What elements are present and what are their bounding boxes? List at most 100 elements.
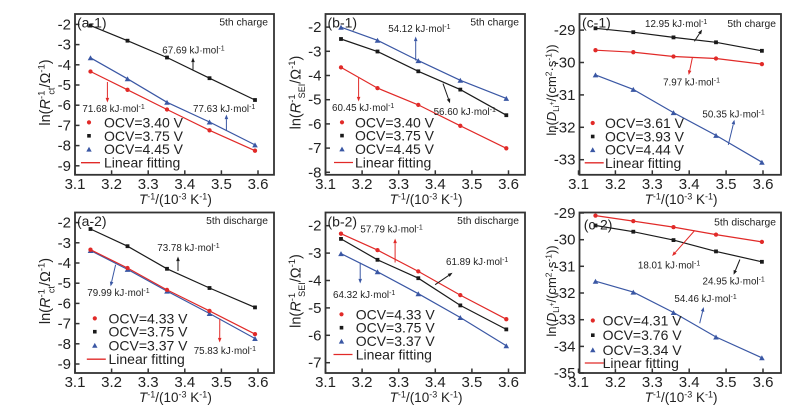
svg-text:T-1/(10-3 K-1): T-1/(10-3 K-1) (645, 192, 718, 208)
svg-text:OCV=4.33 V: OCV=4.33 V (109, 310, 189, 326)
svg-text:3.2: 3.2 (352, 374, 373, 391)
svg-text:3.4: 3.4 (679, 374, 700, 391)
svg-text:-6: -6 (58, 295, 71, 312)
svg-text:3.1: 3.1 (568, 176, 589, 193)
svg-text:-9: -9 (58, 356, 71, 373)
svg-text:3.5: 3.5 (716, 374, 737, 391)
svg-text:-6: -6 (308, 116, 321, 133)
svg-text:(a-1): (a-1) (77, 15, 107, 31)
svg-text:3.4: 3.4 (174, 374, 195, 391)
svg-text:-7: -7 (308, 140, 321, 157)
svg-text:-5: -5 (58, 77, 71, 94)
svg-text:3.3: 3.3 (642, 374, 663, 391)
svg-text:3.3: 3.3 (138, 176, 159, 193)
svg-text:(b-1): (b-1) (328, 15, 358, 31)
svg-text:-3: -3 (58, 37, 71, 54)
svg-text:73.78 kJ·mol-1: 73.78 kJ·mol-1 (157, 243, 219, 254)
svg-text:OCV=3.75 V: OCV=3.75 V (104, 128, 184, 144)
svg-text:-6: -6 (58, 97, 71, 114)
svg-text:ln(R-1SEI/Ω-1): ln(R-1SEI/Ω-1) (287, 56, 307, 130)
svg-text:3.5: 3.5 (211, 374, 232, 391)
svg-text:3.2: 3.2 (101, 176, 122, 193)
svg-text:3.1: 3.1 (65, 176, 86, 193)
svg-text:Linear fitting: Linear fitting (356, 347, 432, 363)
svg-text:OCV=3.40 V: OCV=3.40 V (104, 114, 184, 130)
svg-text:18.01 kJ·mol-1: 18.01 kJ·mol-1 (638, 261, 700, 272)
svg-text:61.89 kJ·mol-1: 61.89 kJ·mol-1 (446, 257, 508, 268)
svg-text:ln(R-1SEI/Ω-1): ln(R-1SEI/Ω-1) (287, 254, 307, 328)
svg-text:5th discharge: 5th discharge (457, 216, 519, 227)
svg-text:64.32 kJ·mol-1: 64.32 kJ·mol-1 (333, 290, 395, 301)
svg-text:T-1/(10-3 K-1): T-1/(10-3 K-1) (139, 390, 212, 406)
svg-text:-3: -3 (308, 43, 321, 60)
svg-text:7.97 kJ·mol-1: 7.97 kJ·mol-1 (663, 78, 720, 89)
svg-text:77.63 kJ·mol-1: 77.63 kJ·mol-1 (193, 104, 255, 115)
svg-text:50.35 kJ·mol-1: 50.35 kJ·mol-1 (702, 110, 764, 121)
svg-text:-33: -33 (554, 152, 576, 169)
svg-text:3.3: 3.3 (388, 374, 409, 391)
svg-text:-8: -8 (58, 138, 71, 155)
svg-text:3.5: 3.5 (461, 176, 482, 193)
svg-text:5th charge: 5th charge (470, 18, 519, 29)
svg-text:79.99 kJ·mol-1: 79.99 kJ·mol-1 (87, 288, 149, 299)
svg-text:OCV=4.31 V: OCV=4.31 V (603, 313, 683, 329)
svg-text:-4: -4 (58, 57, 71, 74)
svg-text:-8: -8 (58, 336, 71, 353)
svg-text:OCV=3.61 V: OCV=3.61 V (605, 115, 685, 131)
svg-text:54.12 kJ·mol-1: 54.12 kJ·mol-1 (388, 24, 450, 35)
svg-text:57.79 kJ·mol-1: 57.79 kJ·mol-1 (360, 225, 422, 236)
svg-text:-7: -7 (308, 355, 321, 372)
svg-text:5th charge: 5th charge (727, 19, 776, 30)
svg-text:OCV=3.75 V: OCV=3.75 V (109, 324, 189, 340)
svg-text:T-1/(10-3 K-1): T-1/(10-3 K-1) (645, 390, 718, 406)
svg-text:24.95 kJ·mol-1: 24.95 kJ·mol-1 (703, 276, 765, 287)
svg-text:(a-2): (a-2) (77, 213, 107, 229)
svg-text:-3: -3 (308, 245, 321, 262)
svg-text:-2: -2 (58, 16, 71, 33)
svg-text:-31: -31 (554, 87, 576, 104)
svg-text:-29: -29 (554, 205, 576, 222)
svg-text:OCV=4.45 V: OCV=4.45 V (355, 141, 435, 157)
svg-text:OCV=3.34 V: OCV=3.34 V (603, 342, 683, 358)
svg-text:-5: -5 (308, 300, 321, 317)
svg-text:3.6: 3.6 (498, 374, 519, 391)
svg-text:-32: -32 (554, 285, 576, 302)
svg-text:Linear fitting: Linear fitting (603, 355, 679, 371)
svg-text:ln(DLi+/(cm2·s-1)): ln(DLi+/(cm2·s-1)) (544, 245, 562, 336)
svg-text:-3: -3 (58, 235, 71, 252)
svg-text:3.2: 3.2 (605, 374, 626, 391)
svg-text:(b-2): (b-2) (328, 214, 358, 230)
svg-text:Linear fitting: Linear fitting (104, 155, 180, 171)
svg-text:OCV=3.40 V: OCV=3.40 V (355, 114, 435, 130)
svg-text:-7: -7 (58, 117, 71, 134)
svg-text:3.6: 3.6 (248, 176, 269, 193)
svg-text:-35: -35 (554, 365, 576, 382)
svg-text:67.69 kJ·mol-1: 67.69 kJ·mol-1 (162, 45, 224, 56)
svg-text:3.6: 3.6 (753, 374, 774, 391)
svg-text:-34: -34 (554, 338, 576, 355)
svg-text:OCV=3.75 V: OCV=3.75 V (355, 128, 435, 144)
svg-text:3.5: 3.5 (716, 176, 737, 193)
svg-text:3.2: 3.2 (101, 374, 122, 391)
svg-text:T-1/(10-3 K-1): T-1/(10-3 K-1) (139, 192, 212, 208)
svg-text:-4: -4 (308, 273, 321, 290)
svg-text:-9: -9 (58, 158, 71, 175)
svg-text:-6: -6 (308, 327, 321, 344)
svg-text:3.5: 3.5 (211, 176, 232, 193)
svg-text:5th discharge: 5th discharge (714, 218, 776, 229)
svg-text:T-1/(10-3 K-1): T-1/(10-3 K-1) (390, 192, 463, 208)
svg-text:-29: -29 (554, 22, 576, 39)
svg-text:3.5: 3.5 (461, 374, 482, 391)
svg-text:54.46 kJ·mol-1: 54.46 kJ·mol-1 (674, 294, 736, 305)
svg-text:OCV=3.75 V: OCV=3.75 V (356, 320, 436, 336)
svg-text:-32: -32 (554, 119, 576, 136)
svg-text:5th discharge: 5th discharge (206, 216, 268, 227)
svg-text:-7: -7 (58, 316, 71, 333)
svg-text:(c-1): (c-1) (582, 15, 611, 31)
svg-text:3.4: 3.4 (425, 374, 446, 391)
svg-text:Linear fitting: Linear fitting (605, 155, 681, 171)
svg-text:3.4: 3.4 (679, 176, 700, 193)
svg-text:3.6: 3.6 (248, 374, 269, 391)
svg-text:71.68 kJ·mol-1: 71.68 kJ·mol-1 (82, 104, 144, 115)
svg-text:3.6: 3.6 (753, 176, 774, 193)
